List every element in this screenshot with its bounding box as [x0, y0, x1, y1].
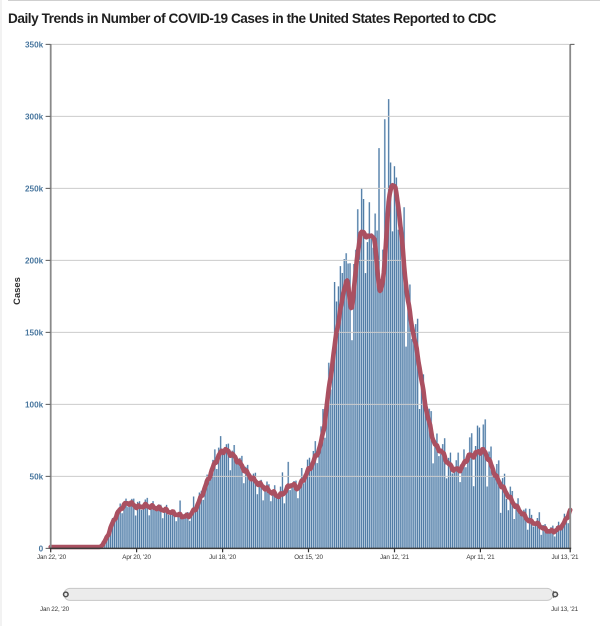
svg-text:Jan 22, '20: Jan 22, '20	[37, 554, 67, 561]
svg-text:Jan 12, '21: Jan 12, '21	[380, 554, 410, 561]
svg-text:Apr 20, '20: Apr 20, '20	[122, 554, 151, 561]
svg-text:0: 0	[39, 544, 44, 553]
svg-text:Apr 11, '21: Apr 11, '21	[466, 554, 495, 561]
svg-text:Jul 13, '21: Jul 13, '21	[551, 606, 579, 613]
svg-text:200k: 200k	[25, 256, 44, 265]
svg-text:Jan 22, '20: Jan 22, '20	[40, 606, 70, 613]
svg-text:Daily Trends in Number of COVI: Daily Trends in Number of COVID-19 Cases…	[8, 11, 497, 26]
svg-text:250k: 250k	[25, 184, 44, 193]
svg-text:50k: 50k	[30, 472, 44, 481]
svg-text:300k: 300k	[25, 112, 44, 121]
svg-text:Cases: Cases	[11, 277, 22, 305]
svg-text:150k: 150k	[25, 328, 44, 337]
svg-text:Oct 15, '20: Oct 15, '20	[294, 554, 323, 561]
svg-text:Jul 13, '21: Jul 13, '21	[551, 554, 579, 561]
svg-text:Jul 18, '20: Jul 18, '20	[209, 554, 237, 561]
svg-text:100k: 100k	[25, 400, 44, 409]
svg-text:350k: 350k	[25, 40, 44, 49]
